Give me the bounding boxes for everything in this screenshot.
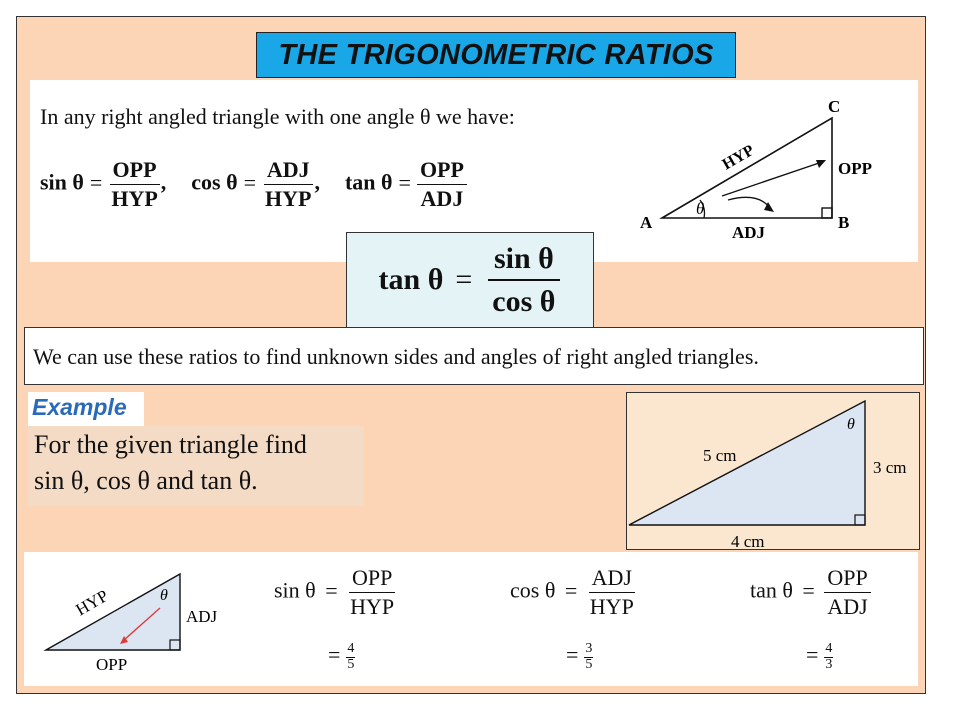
example-hyp-label: 5 cm: [703, 446, 737, 465]
tan-result: tan θ = OPP ADJ = 4 3: [750, 565, 871, 671]
sin-result-value: = 4 5: [328, 641, 356, 672]
usage-statement: We can use these ratios to find unknown …: [24, 327, 924, 385]
angle-arc-icon: [699, 199, 706, 219]
vertex-a: A: [640, 213, 653, 232]
example-line-1: For the given triangle find: [34, 430, 307, 459]
example-question: For the given triangle find sin θ, cos θ…: [28, 426, 364, 506]
example-heading: Example: [28, 392, 144, 426]
solution-triangle-diagram: HYP ADJ OPP θ: [43, 572, 218, 674]
solution-triangle: [43, 572, 181, 651]
solution-adj-label: ADJ: [186, 607, 218, 626]
tan-result-value: = 4 3: [806, 641, 834, 672]
example-side-label: 3 cm: [873, 458, 907, 477]
example-base-label: 4 cm: [731, 532, 765, 549]
tan-result-fraction: OPP ADJ: [824, 565, 871, 619]
cos-result-fraction: ADJ HYP: [588, 565, 635, 620]
sin-result: sin θ = OPP HYP = 4 5: [274, 565, 397, 671]
adj-label: ADJ: [732, 223, 766, 242]
tan-label: tan θ: [344, 169, 393, 195]
vertex-b: B: [838, 213, 849, 232]
sin-label: sin θ: [40, 169, 84, 195]
straight-arrow-icon: [721, 161, 823, 197]
cos-label: cos θ: [191, 169, 238, 195]
solution-hyp-label: HYP: [73, 586, 112, 619]
example-triangle-panel: 5 cm 3 cm 4 cm θ: [626, 392, 920, 551]
ratio-formulas: sin θ = OPP HYP, cos θ = ADJ HYP, tan θ = OPP ADJ: [40, 157, 467, 212]
theta-label: θ: [696, 199, 704, 218]
identity-fraction: sin θ cos θ: [486, 242, 561, 318]
opp-label: OPP: [838, 159, 872, 178]
example-line-2: sin θ, cos θ and tan θ.: [34, 466, 258, 495]
triangle-abc: [659, 116, 833, 219]
sin-result-fraction: OPP HYP: [348, 565, 396, 620]
cos-result: cos θ = ADJ HYP = 3 5: [510, 565, 637, 671]
example-triangle-diagram: 5 cm 3 cm 4 cm θ: [628, 399, 907, 551]
cos-fraction: ADJ HYP: [263, 157, 313, 212]
identity-lhs: tan θ: [378, 263, 444, 296]
tan-identity-box: tan θ = sin θ cos θ: [346, 232, 594, 328]
solution-arrow-icon: [123, 607, 161, 641]
cos-result-value: = 3 5: [566, 641, 594, 672]
solution-right-angle-mark: [169, 639, 181, 651]
example-theta-label: θ: [847, 416, 855, 433]
tan-fraction: OPP ADJ: [416, 157, 467, 211]
right-angle-mark: [821, 207, 833, 219]
solution-theta-label: θ: [160, 587, 168, 604]
intro-text: In any right angled triangle with one an…: [40, 104, 515, 129]
vertex-c: C: [828, 97, 840, 116]
solution-opp-label: OPP: [96, 655, 127, 674]
example-right-angle-mark: [854, 514, 866, 526]
triangle-abc-diagram: A B C HYP OPP ADJ θ: [640, 97, 872, 242]
page-title: THE TRIGONOMETRIC RATIOS: [256, 32, 736, 78]
example-triangle: [628, 399, 866, 526]
sin-fraction: OPP HYP: [109, 157, 160, 212]
